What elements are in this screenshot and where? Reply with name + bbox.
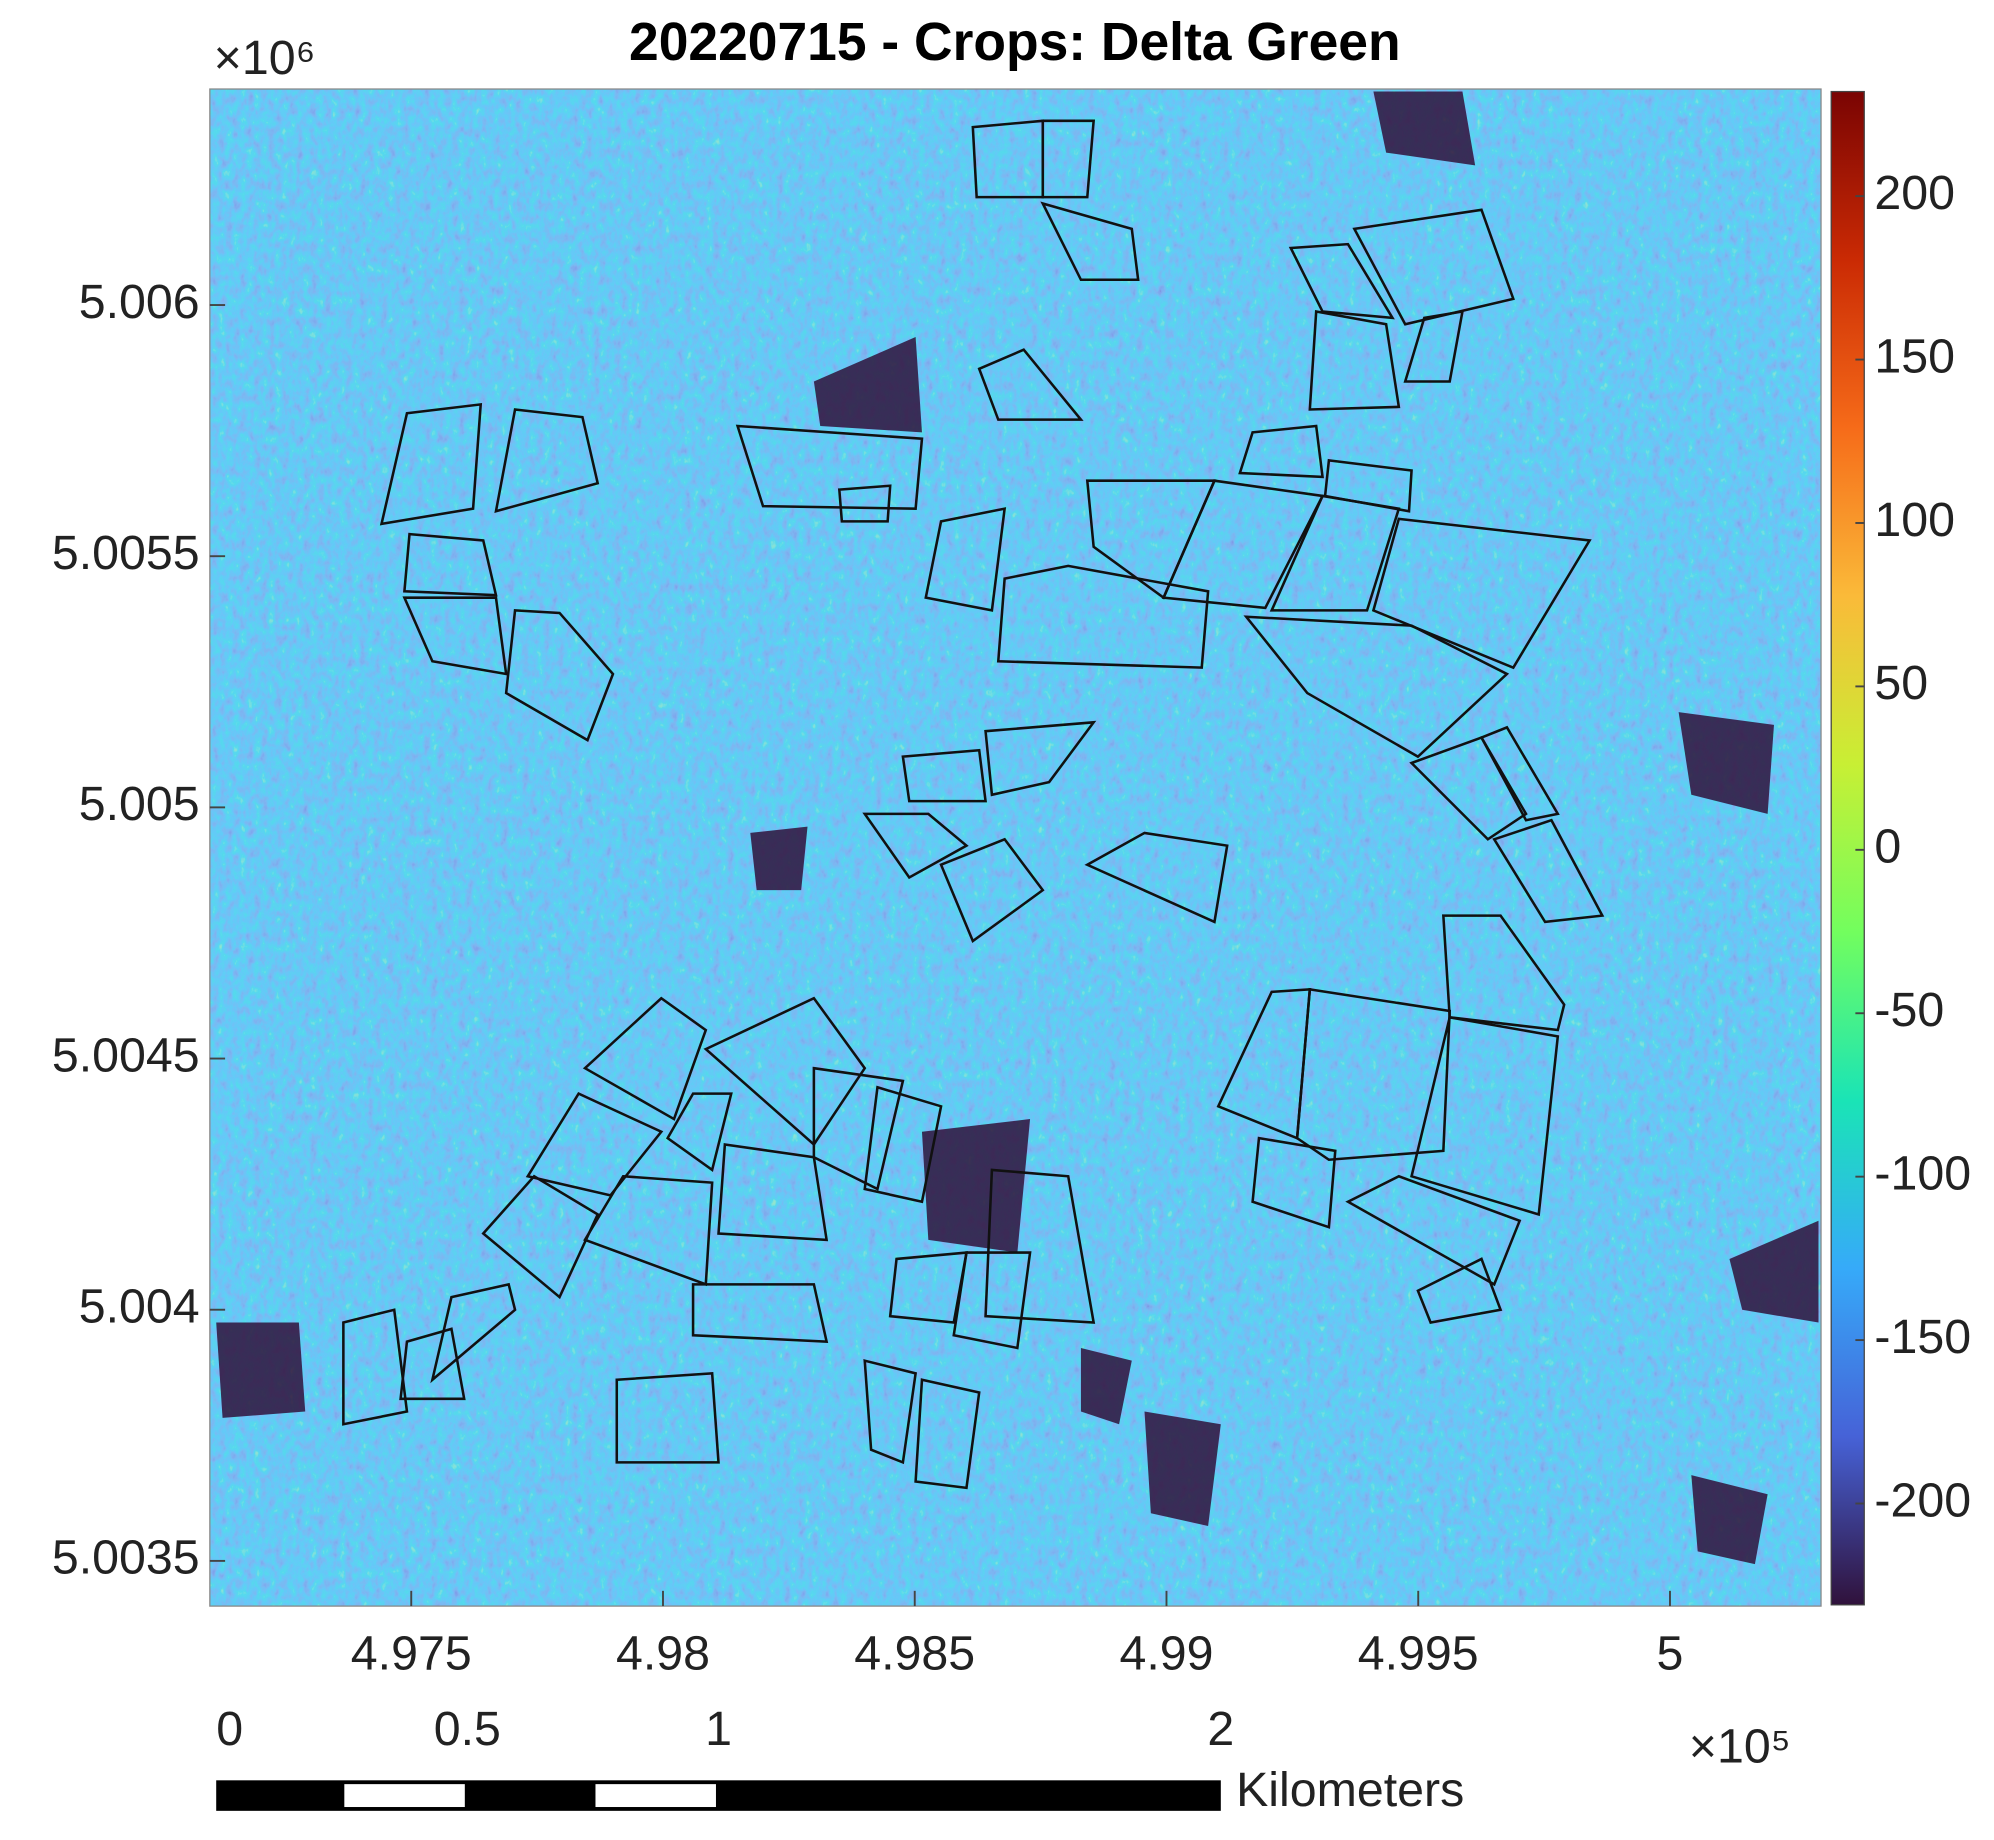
y-tick-label: 5.0055 — [52, 526, 200, 580]
y-tick-label: 5.0045 — [52, 1028, 200, 1082]
colorbar-tick-label: -200 — [1874, 1473, 1971, 1527]
colorbar-tick-label: 50 — [1874, 656, 1928, 710]
colorbar-tick-label: -150 — [1874, 1310, 1971, 1364]
colorbar-tick-label: -100 — [1874, 1146, 1971, 1200]
colorbar — [1830, 90, 1865, 1606]
chart-title: 20220715 - Crops: Delta Green — [629, 13, 1401, 72]
colorbar-tick-label: 100 — [1874, 493, 1955, 547]
scale-bar-label: 0 — [216, 1702, 243, 1756]
x-tick-label: 4.98 — [616, 1627, 710, 1681]
x-tick-label: 4.995 — [1358, 1627, 1479, 1681]
scale-bar-segment — [469, 1784, 591, 1808]
y-tick-label: 5.004 — [79, 1279, 200, 1333]
scale-bar-unit: Kilometers — [1236, 1763, 1464, 1817]
y-tick-label: 5.006 — [79, 275, 200, 329]
x-tick-label: 5 — [1657, 1627, 1684, 1681]
heatmap-texture — [209, 89, 1822, 1607]
scale-bar-label: 0.5 — [434, 1702, 501, 1756]
heatmap-image — [209, 89, 1822, 1607]
scale-bar-label: 1 — [705, 1702, 732, 1756]
dark-patches — [216, 91, 1819, 1565]
x-tick-label: 4.985 — [854, 1627, 975, 1681]
scale-bar-label: 2 — [1207, 1702, 1234, 1756]
x-exponent: ×10⁵ — [1689, 1720, 1791, 1774]
colorbar-tick-label: 150 — [1874, 329, 1955, 383]
scale-bar-segment — [721, 1784, 1219, 1808]
x-tick-label: 4.99 — [1119, 1627, 1213, 1681]
colorbar-tick-label: 200 — [1874, 166, 1955, 220]
plot-frame — [209, 88, 1822, 1607]
x-tick-label: 4.975 — [351, 1627, 472, 1681]
y-tick-label: 5.0035 — [52, 1531, 200, 1585]
colorbar-tick-label: -50 — [1874, 983, 1944, 1037]
y-tick-label: 5.005 — [79, 777, 200, 831]
scale-bar-segment — [344, 1784, 465, 1808]
field-outlines — [342, 119, 1605, 1490]
scale-bar-segment — [595, 1784, 716, 1808]
scale-bar-segment — [218, 1784, 340, 1808]
y-exponent: ×10⁶ — [214, 31, 316, 85]
colorbar-tick-label: 0 — [1874, 820, 1901, 874]
